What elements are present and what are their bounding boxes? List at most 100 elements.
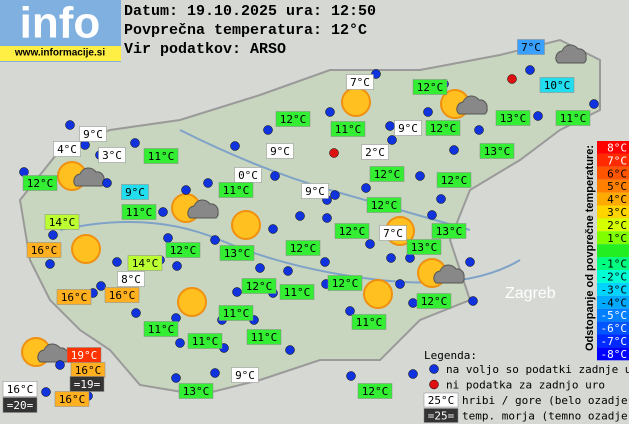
station-label-box — [351, 314, 387, 330]
sun-icon — [177, 287, 207, 317]
station-label-box — [379, 225, 407, 241]
station-dot — [45, 259, 55, 269]
station-label-box — [495, 110, 531, 126]
station-dot — [203, 178, 213, 188]
station-temperature: 16°C — [7, 383, 34, 396]
station-dot — [268, 224, 278, 234]
header-line: Vir podatkov: ARSO — [124, 41, 286, 58]
station-dot — [436, 194, 446, 204]
station-dot — [408, 369, 418, 379]
station-dot — [285, 345, 295, 355]
station-temperature: 11°C — [223, 307, 250, 320]
station-label-box — [436, 172, 472, 188]
station-label-box — [187, 333, 223, 349]
station-temperature: 9°C — [125, 186, 145, 199]
station-temperature: 13°C — [411, 241, 438, 254]
station-dot — [427, 210, 437, 220]
scale-label: 1°C — [607, 232, 627, 245]
station-label-box — [301, 183, 329, 199]
station-label-box — [218, 182, 254, 198]
river — [179, 129, 471, 231]
station-dot — [158, 207, 168, 217]
station-temperature: 12°C — [374, 168, 401, 181]
header-line: Datum: 19.10.2025 ura: 12:50 — [124, 3, 376, 20]
scale-label: 2°C — [607, 219, 627, 232]
station-label-box — [330, 121, 366, 137]
station-dot-missing — [507, 74, 517, 84]
station-temperature: 12°C — [421, 295, 448, 308]
station-temperature: 11°C — [192, 335, 219, 348]
logo: info — [20, 0, 101, 48]
station-dot — [232, 287, 242, 297]
scale-swatch — [597, 179, 629, 193]
station-temperature: 11°C — [251, 331, 278, 344]
station-dot — [210, 368, 220, 378]
station-temperature: 11°C — [148, 323, 175, 336]
scale-label: 4°C — [607, 193, 627, 206]
station-temperature: 19°C — [71, 349, 98, 362]
station-dot — [449, 145, 459, 155]
header-line: Povprečna temperatura: 12°C — [124, 22, 367, 39]
station-label-box — [2, 397, 38, 413]
scale-label: -6°C — [601, 322, 628, 335]
station-dot — [163, 233, 173, 243]
station-dot — [181, 185, 191, 195]
station-dot — [55, 360, 65, 370]
station-dot — [131, 308, 141, 318]
station-dot — [171, 373, 181, 383]
legend-text: ni podatka za zadnjo uro — [446, 379, 605, 392]
station-label-box — [555, 110, 591, 126]
station-temperature: 12°C — [170, 244, 197, 257]
station-label-box — [143, 321, 179, 337]
station-temperature: 9°C — [305, 185, 325, 198]
station-label-box — [121, 184, 149, 200]
station-temperature: 12°C — [290, 242, 317, 255]
station-dot — [468, 296, 478, 306]
station-temperature: 11°C — [335, 123, 362, 136]
station-temperature: 13°C — [500, 112, 527, 125]
station-dot — [322, 213, 332, 223]
scale-label: -1°C — [601, 258, 628, 271]
legend-sample: 25°C — [428, 394, 455, 407]
station-label-box — [104, 287, 140, 303]
station-temperature: 12°C — [417, 81, 444, 94]
station-label-box — [279, 284, 315, 300]
legend-dot — [429, 379, 439, 390]
station-label-box — [218, 305, 254, 321]
station-temperature: 12°C — [362, 385, 389, 398]
station-dot — [415, 171, 425, 181]
station-label-box — [361, 144, 389, 160]
scale-swatch — [597, 141, 629, 154]
scale-swatch — [597, 153, 629, 167]
scale-label: 7°C — [607, 154, 627, 167]
station-temperature: 11°C — [223, 184, 250, 197]
station-label-box — [412, 79, 448, 95]
station-label-box — [127, 255, 163, 271]
station-label-box — [53, 141, 81, 157]
station-label-box — [98, 147, 126, 163]
station-dot — [270, 171, 280, 181]
station-temperature: 9°C — [270, 145, 290, 158]
station-dot — [465, 257, 475, 267]
station-temperature: 12°C — [441, 174, 468, 187]
station-dot — [525, 65, 535, 75]
station-label-box — [231, 367, 259, 383]
station-temperature: 12°C — [339, 225, 366, 238]
scale-swatch — [597, 166, 629, 180]
station-dot — [474, 125, 484, 135]
station-temperature: 14°C — [132, 257, 159, 270]
scale-label: -4°C — [601, 296, 628, 309]
station-temperature: =20= — [7, 399, 34, 412]
scale-swatch — [597, 308, 629, 322]
station-label-box — [143, 148, 179, 164]
station-dot — [210, 235, 220, 245]
station-dot-missing — [329, 148, 339, 158]
station-label-box — [425, 120, 461, 136]
legend-sample-box — [423, 392, 459, 408]
station-dot — [395, 279, 405, 289]
cloud-icon — [433, 264, 465, 284]
station-label-box — [369, 166, 405, 182]
station-temperature: 12°C — [430, 122, 457, 135]
station-label-box — [241, 278, 277, 294]
url: www.informacije.si — [14, 48, 105, 59]
